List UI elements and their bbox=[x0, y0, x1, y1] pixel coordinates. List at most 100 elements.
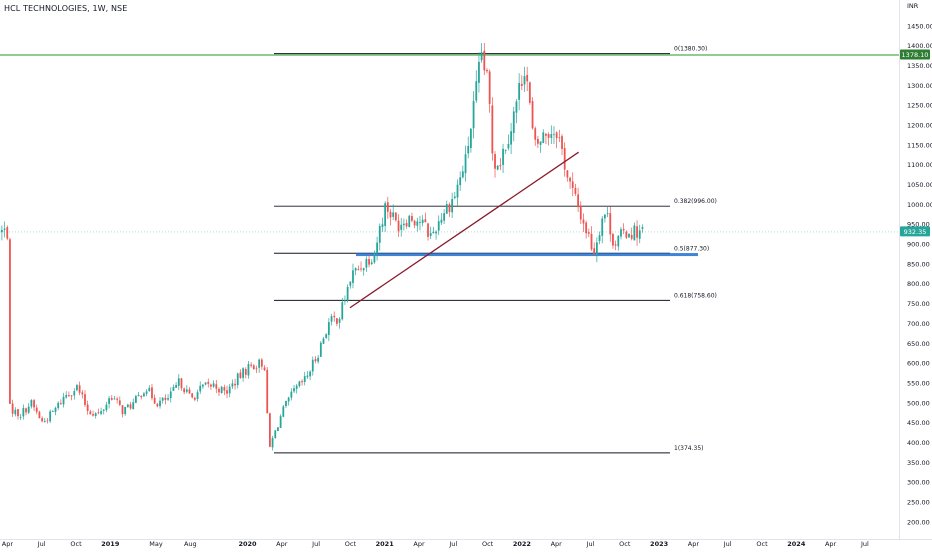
candle-down bbox=[397, 220, 400, 232]
x-tick-label: Oct bbox=[345, 540, 357, 548]
candle-up bbox=[327, 322, 330, 335]
candle-down bbox=[405, 222, 408, 227]
candle-down bbox=[636, 226, 638, 238]
x-tick-label: 2019 bbox=[101, 540, 120, 548]
y-tick-label: 1300.00 bbox=[907, 82, 932, 90]
x-tick-label: Apr bbox=[2, 540, 14, 548]
candle-down bbox=[244, 369, 247, 375]
candle-down bbox=[612, 233, 614, 246]
candle-down bbox=[336, 318, 338, 324]
candle-up bbox=[523, 76, 526, 85]
candle-up bbox=[445, 204, 448, 214]
candle-up bbox=[124, 406, 127, 415]
candle-down bbox=[25, 408, 27, 413]
currency-label: INR bbox=[907, 2, 919, 10]
candle-down bbox=[140, 395, 143, 398]
candle-up bbox=[311, 359, 314, 372]
candle-up bbox=[633, 225, 636, 241]
y-tick-label: 1350.00 bbox=[907, 62, 932, 70]
candle-up bbox=[319, 342, 322, 357]
candle-up bbox=[512, 111, 515, 133]
candle-down bbox=[164, 397, 167, 400]
x-tick-label: Jul bbox=[586, 540, 595, 548]
candle-down bbox=[488, 71, 491, 104]
candle-up bbox=[344, 300, 346, 302]
candle-up bbox=[400, 224, 403, 230]
candle-down bbox=[35, 407, 38, 412]
candle-up bbox=[496, 165, 499, 170]
candle-down bbox=[207, 381, 210, 384]
price-badge-label: 932.35 bbox=[904, 228, 927, 236]
candle-up bbox=[199, 385, 202, 392]
candle-up bbox=[553, 134, 555, 136]
candle-down bbox=[566, 170, 569, 178]
x-tick-label: Apr bbox=[413, 540, 425, 548]
candle-up bbox=[365, 258, 368, 268]
candle-down bbox=[234, 383, 236, 386]
candle-down bbox=[483, 50, 486, 71]
candle-down bbox=[193, 397, 196, 400]
candle-down bbox=[579, 205, 582, 220]
candle-up bbox=[518, 82, 521, 100]
candle-up bbox=[202, 384, 204, 387]
y-tick-label: 1250.00 bbox=[907, 102, 932, 110]
y-tick-label: 350.00 bbox=[907, 459, 930, 467]
fib-level-label: 1(374.35) bbox=[674, 445, 704, 452]
x-tick-label: Jul bbox=[311, 540, 320, 548]
candle-up bbox=[309, 371, 311, 377]
candle-up bbox=[435, 231, 437, 234]
candle-up bbox=[290, 391, 293, 398]
candle-up bbox=[73, 391, 76, 396]
chart-title: HCL TECHNOLOGIES, 1W, NSE bbox=[4, 4, 128, 13]
candle-up bbox=[362, 268, 365, 271]
candle-up bbox=[306, 375, 309, 377]
candle-up bbox=[177, 378, 180, 386]
candle-down bbox=[38, 411, 41, 419]
candle-down bbox=[110, 398, 113, 400]
candle-down bbox=[153, 397, 156, 404]
candle-up bbox=[172, 387, 175, 391]
candle-down bbox=[59, 403, 62, 404]
y-tick-label: 1000.00 bbox=[907, 201, 932, 209]
x-tick-label: Oct bbox=[756, 540, 768, 548]
candle-up bbox=[43, 420, 46, 422]
candle-up bbox=[49, 411, 52, 422]
candle-down bbox=[180, 378, 183, 389]
candle-up bbox=[419, 222, 421, 223]
candle-up bbox=[143, 393, 145, 397]
y-tick-label: 300.00 bbox=[907, 479, 930, 487]
candle-down bbox=[97, 412, 100, 414]
y-tick-label: 650.00 bbox=[907, 340, 930, 348]
x-tick-label: Apr bbox=[276, 540, 288, 548]
candle-up bbox=[370, 262, 373, 264]
candle-down bbox=[68, 395, 70, 396]
y-tick-label: 500.00 bbox=[907, 399, 930, 407]
candle-up bbox=[373, 253, 376, 263]
candle-down bbox=[223, 387, 226, 391]
candle-up bbox=[515, 101, 518, 113]
x-tick-label: May bbox=[149, 540, 163, 548]
candle-up bbox=[510, 131, 512, 145]
candle-up bbox=[475, 81, 478, 101]
candle-up bbox=[126, 404, 129, 407]
candle-up bbox=[161, 397, 164, 401]
candle-down bbox=[537, 138, 539, 144]
candle-up bbox=[196, 392, 199, 399]
candle-up bbox=[287, 397, 290, 402]
candle-up bbox=[204, 382, 207, 385]
y-tick-label: 400.00 bbox=[907, 439, 930, 447]
candle-up bbox=[220, 386, 223, 394]
candle-up bbox=[638, 230, 641, 239]
candle-down bbox=[86, 404, 89, 411]
x-tick-label: 2021 bbox=[376, 540, 395, 548]
candle-down bbox=[614, 244, 617, 246]
candle-up bbox=[507, 143, 510, 149]
candle-down bbox=[547, 134, 550, 138]
fib-level-label: 0.5(877.30) bbox=[674, 245, 709, 252]
candle-down bbox=[269, 413, 271, 447]
candle-up bbox=[322, 338, 325, 344]
candle-down bbox=[499, 165, 502, 167]
candle-down bbox=[263, 367, 266, 371]
